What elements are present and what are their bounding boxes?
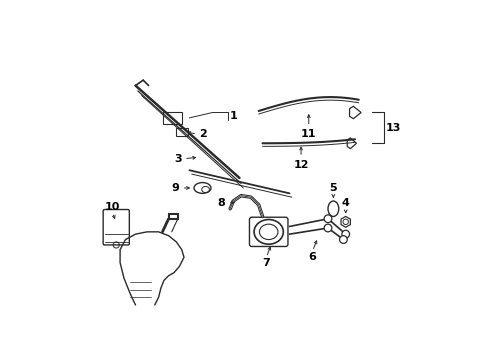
Text: 6: 6 — [308, 252, 316, 262]
Circle shape — [341, 230, 349, 238]
Text: 5: 5 — [329, 183, 337, 193]
Text: 7: 7 — [262, 258, 270, 267]
Circle shape — [339, 236, 346, 243]
Text: 12: 12 — [293, 160, 308, 170]
Text: 3: 3 — [174, 154, 181, 164]
Text: 4: 4 — [341, 198, 349, 208]
Text: 11: 11 — [301, 129, 316, 139]
Text: 13: 13 — [385, 123, 400, 133]
Text: 10: 10 — [104, 202, 120, 212]
Circle shape — [324, 215, 331, 222]
Text: 8: 8 — [218, 198, 225, 208]
Text: 2: 2 — [199, 129, 207, 139]
Text: 9: 9 — [171, 183, 179, 193]
Text: 1: 1 — [229, 111, 237, 121]
Circle shape — [324, 224, 331, 232]
